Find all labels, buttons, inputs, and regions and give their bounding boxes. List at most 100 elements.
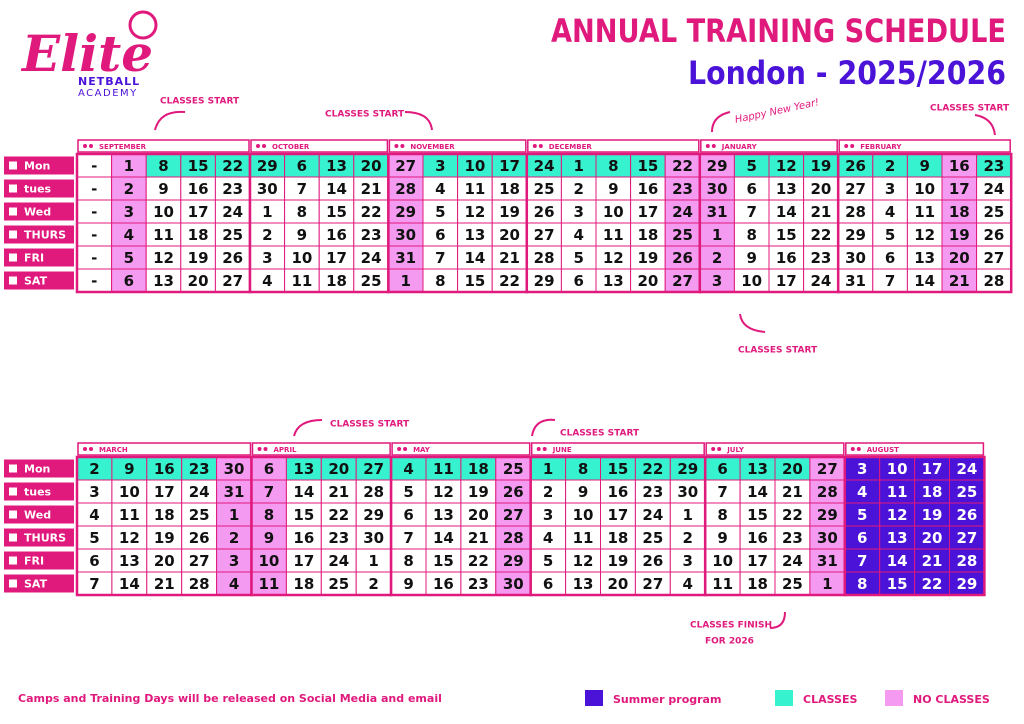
day-number: 20: [782, 460, 803, 478]
day-number: 23: [468, 575, 489, 593]
month-header: [391, 442, 531, 456]
day-number: 24: [642, 506, 663, 524]
day-label-square: [9, 533, 17, 542]
day-number: 29: [534, 272, 555, 290]
day-number: 22: [672, 157, 693, 175]
day-number: 9: [717, 529, 727, 547]
day-number: 22: [810, 226, 831, 244]
month-name: NOVEMBER: [410, 143, 455, 151]
header-dot: [844, 144, 849, 148]
day-number: 3: [89, 483, 99, 501]
annotation: FOR 2026: [705, 637, 754, 647]
month-header: [77, 139, 250, 153]
day-number: 9: [746, 249, 756, 267]
day-number: 21: [499, 249, 520, 267]
day-number: 29: [707, 157, 728, 175]
day-number: 4: [229, 575, 239, 593]
day-number: 4: [124, 226, 134, 244]
day-label: Mon: [24, 463, 50, 476]
day-number: 22: [468, 552, 489, 570]
day-number: 6: [746, 180, 756, 198]
header-dot: [850, 447, 855, 451]
day-number: 12: [887, 506, 908, 524]
day-number: 27: [845, 180, 866, 198]
day-number: 6: [264, 460, 274, 478]
header-dot: [263, 447, 268, 451]
day-number: 10: [153, 203, 174, 221]
day-number: -: [91, 203, 97, 221]
day-number: 1: [573, 157, 583, 175]
day-number: 17: [326, 249, 347, 267]
day-number: 12: [603, 249, 624, 267]
day-number: 26: [534, 203, 555, 221]
day-number: 22: [328, 506, 349, 524]
day-number: 3: [885, 180, 895, 198]
day-number: 3: [543, 506, 553, 524]
day-number: 30: [224, 460, 245, 478]
day-number: 21: [782, 483, 803, 501]
day-number: 24: [328, 552, 349, 570]
day-label-box: [4, 528, 74, 547]
day-number: 17: [747, 552, 768, 570]
day-number: 10: [914, 180, 935, 198]
day-number: 14: [464, 249, 485, 267]
arrow: [739, 313, 766, 333]
day-number: 12: [776, 157, 797, 175]
day-number: 19: [922, 506, 943, 524]
header-dot: [538, 144, 543, 148]
annotation: CLASSES START: [738, 346, 818, 356]
day-number: 5: [124, 249, 134, 267]
day-number: 7: [885, 272, 895, 290]
month-name: MARCH: [99, 446, 128, 454]
day-number: 19: [154, 529, 175, 547]
day-number: 5: [403, 483, 413, 501]
day-number: 22: [642, 460, 663, 478]
day-number: 28: [817, 483, 838, 501]
month-header: [700, 139, 838, 153]
day-number: 8: [578, 460, 588, 478]
day-number: 13: [433, 506, 454, 524]
day-number: 16: [188, 180, 209, 198]
day-number: 29: [845, 226, 866, 244]
day-label: THURS: [24, 229, 66, 242]
day-number: 13: [914, 249, 935, 267]
day-number: 9: [264, 529, 274, 547]
arrow: [404, 111, 433, 131]
day-number: 7: [297, 180, 307, 198]
day-number: 6: [543, 575, 553, 593]
day-number: 14: [119, 575, 140, 593]
day-number: 27: [222, 272, 243, 290]
day-number: 19: [810, 157, 831, 175]
day-number: 30: [395, 226, 416, 244]
day-number: 3: [857, 460, 867, 478]
day-label-box: [4, 459, 74, 478]
header-dot: [83, 144, 87, 148]
day-number: 23: [328, 529, 349, 547]
day-number: 31: [817, 552, 838, 570]
arrow: [293, 419, 323, 437]
day-number: 4: [885, 203, 895, 221]
day-number: 25: [222, 226, 243, 244]
day-number: 3: [435, 157, 445, 175]
day-number: 10: [887, 460, 908, 478]
day-number: 8: [403, 552, 413, 570]
day-number: -: [91, 226, 97, 244]
month-border: [843, 455, 986, 597]
month-header: [250, 139, 389, 153]
month-name: OCTOBER: [272, 143, 310, 151]
day-number: 25: [983, 203, 1004, 221]
day-number: 25: [503, 460, 524, 478]
day-number: -: [91, 157, 97, 175]
day-number: 28: [983, 272, 1004, 290]
day-number: 11: [153, 226, 174, 244]
day-number: 18: [608, 529, 629, 547]
day-number: 4: [683, 575, 693, 593]
day-number: 7: [264, 483, 274, 501]
day-number: 11: [573, 529, 594, 547]
day-number: 6: [717, 460, 727, 478]
arrow: [711, 111, 731, 133]
day-number: 4: [435, 180, 445, 198]
day-number: 16: [637, 180, 658, 198]
header-dot: [856, 447, 861, 451]
header-dot: [262, 144, 266, 148]
